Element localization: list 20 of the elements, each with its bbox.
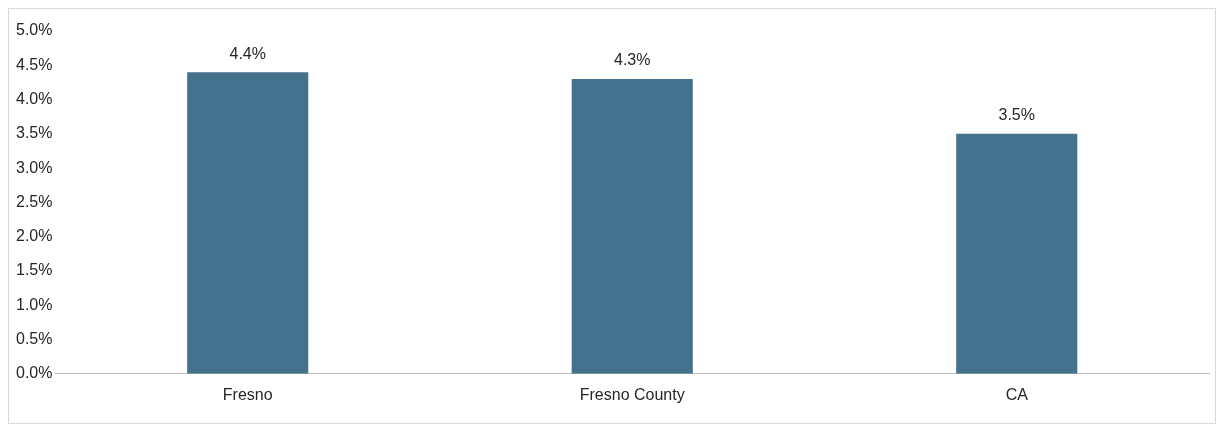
y-tick-label: 1.5% (16, 261, 53, 279)
bar (956, 133, 1078, 374)
y-tick-label: 3.5% (16, 124, 53, 142)
bar (187, 72, 309, 374)
x-tick-label: CA (1005, 385, 1029, 403)
y-tick-label: 0.0% (16, 364, 53, 382)
y-tick-label: 4.0% (16, 89, 53, 107)
y-tick-label: 4.5% (16, 55, 53, 73)
bar (571, 78, 693, 374)
x-tick-label: Fresno County (579, 385, 685, 403)
data-label: 4.4% (229, 44, 266, 62)
y-tick-label: 2.0% (16, 227, 53, 245)
x-tick-label: Fresno (222, 385, 273, 403)
y-tick-label: 3.0% (16, 158, 53, 176)
y-tick-label: 2.5% (16, 192, 53, 210)
y-tick-label: 5.0% (16, 21, 53, 39)
data-label: 4.3% (614, 51, 651, 69)
y-tick-label: 0.5% (16, 329, 53, 347)
y-tick-label: 1.0% (16, 295, 53, 313)
data-label: 3.5% (998, 106, 1035, 124)
